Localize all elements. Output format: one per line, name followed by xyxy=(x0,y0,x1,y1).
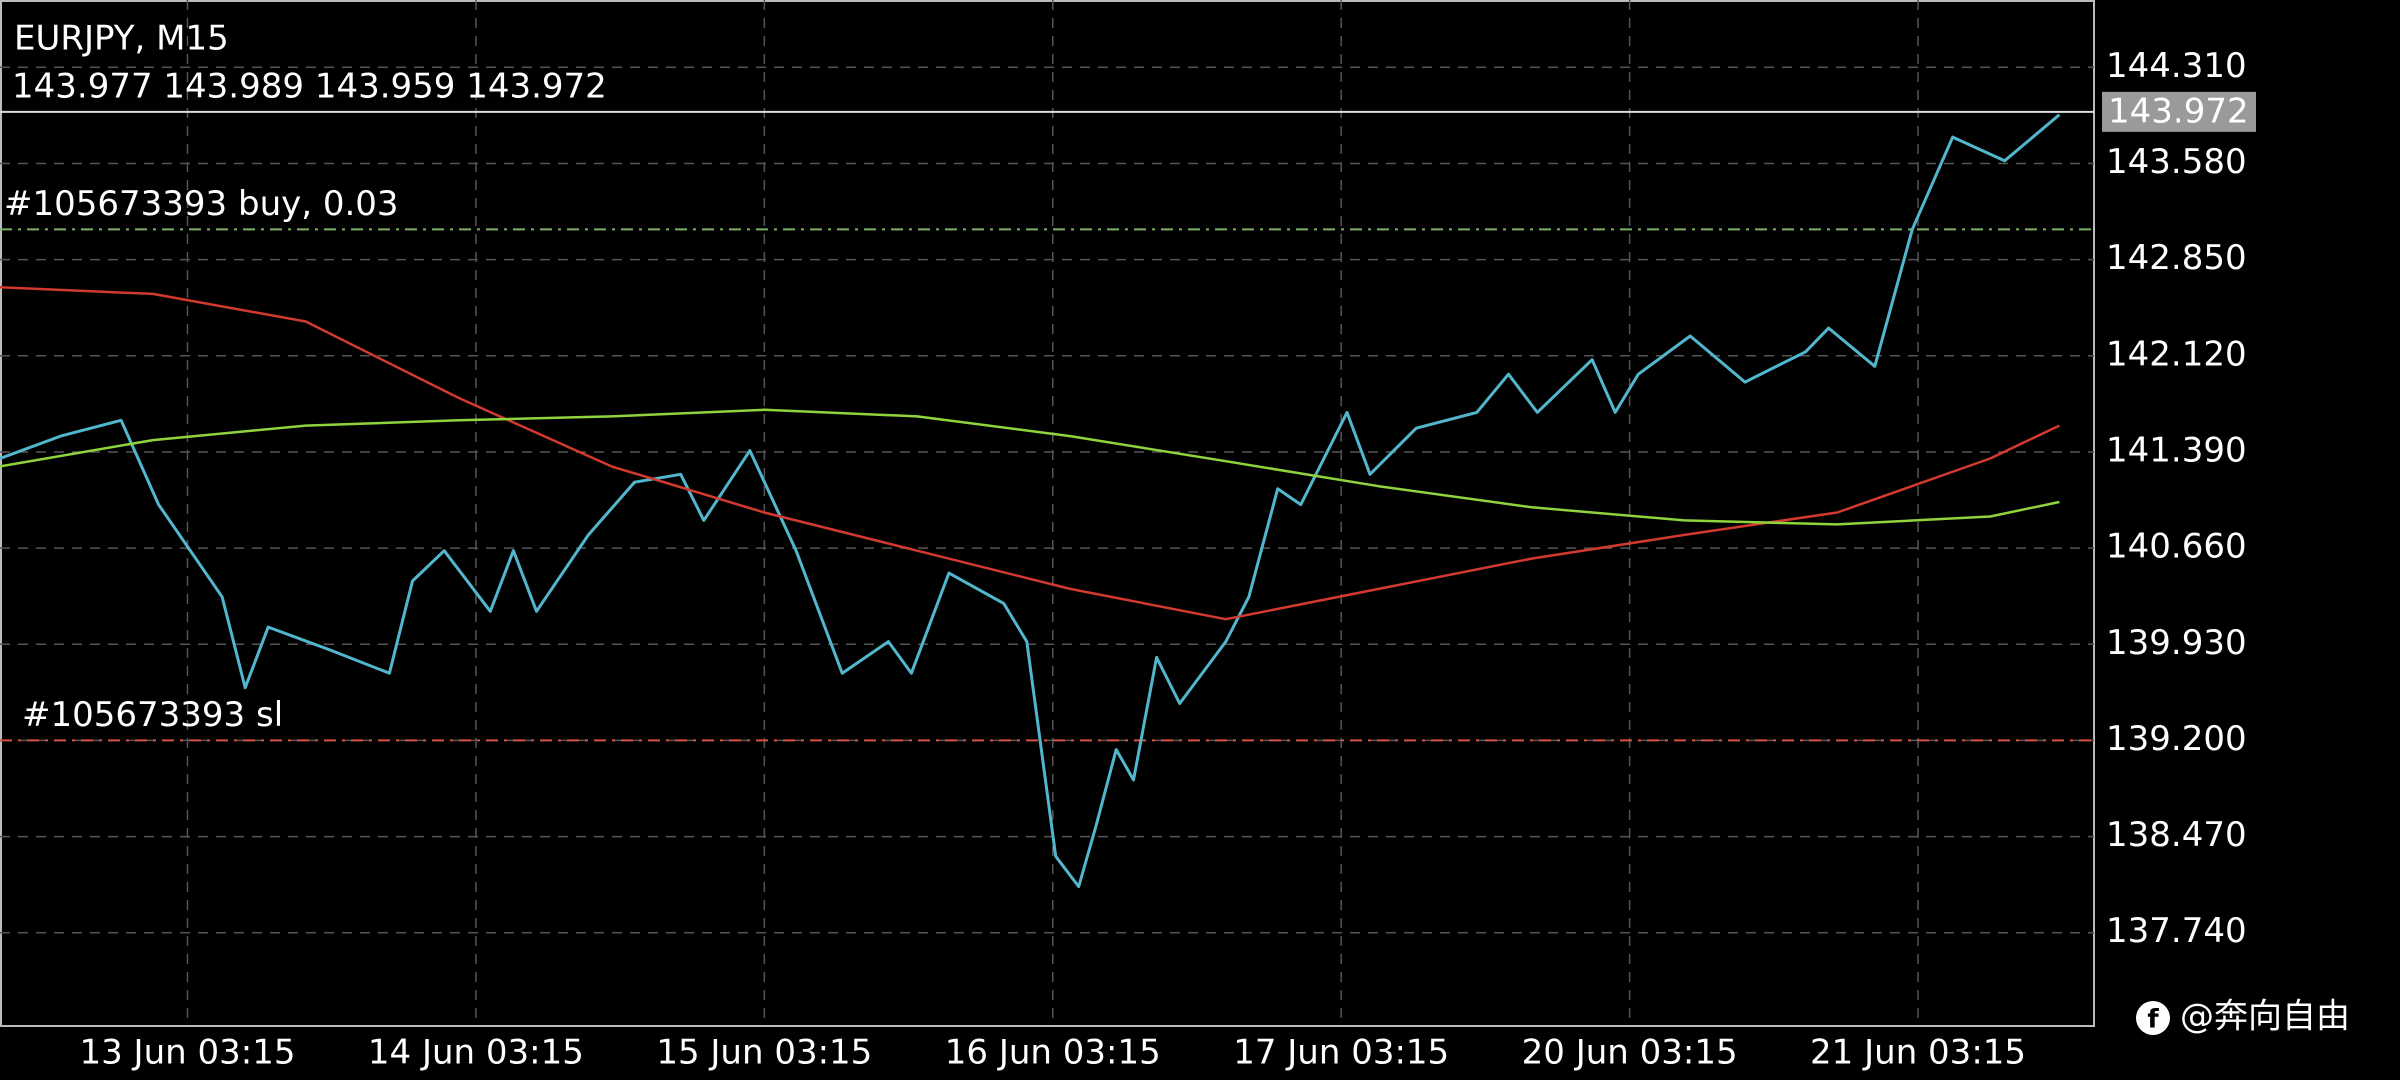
watermark: @奔向自由 xyxy=(2180,997,2350,1037)
y-tick-label: 140.660 xyxy=(2106,527,2247,567)
ohlc-values: 143.977 143.989 143.959 143.972 xyxy=(12,67,607,107)
x-tick-label: 14 Jun 03:15 xyxy=(368,1033,584,1073)
y-tick-label: 142.850 xyxy=(2106,238,2247,278)
x-tick-label: 21 Jun 03:15 xyxy=(1810,1033,2026,1073)
series-line xyxy=(0,408,2060,526)
last-price-box xyxy=(2102,91,2256,132)
chart-title: EURJPY, M15 xyxy=(14,19,229,59)
order-label: #105673393 sl xyxy=(22,695,283,735)
y-tick-label: 142.120 xyxy=(2106,334,2247,374)
y-tick-label: 139.200 xyxy=(2106,719,2247,759)
x-tick-label: 15 Jun 03:15 xyxy=(656,1033,872,1073)
plot-frame xyxy=(0,0,2095,1027)
y-tick-label: 141.390 xyxy=(2106,430,2247,470)
y-tick-label: 143.580 xyxy=(2106,142,2247,182)
x-tick-label: 20 Jun 03:15 xyxy=(1522,1033,1738,1073)
y-tick-label: 139.930 xyxy=(2106,623,2247,663)
series-line xyxy=(0,286,2060,621)
x-tick-label: 17 Jun 03:15 xyxy=(1233,1033,1449,1073)
order-label: #105673393 buy, 0.03 xyxy=(4,184,399,224)
watermark-icon: f xyxy=(2136,1001,2170,1035)
y-tick-label: 144.310 xyxy=(2106,46,2247,86)
last-price-label: 143.972 xyxy=(2108,91,2249,131)
svg-text:f: f xyxy=(2147,1005,2159,1035)
plot-layer xyxy=(0,0,2094,1026)
y-tick-label: 138.470 xyxy=(2106,815,2247,855)
y-tick-label: 137.740 xyxy=(2106,911,2247,951)
x-tick-label: 16 Jun 03:15 xyxy=(945,1033,1161,1073)
series-line xyxy=(0,113,2061,889)
x-tick-label: 13 Jun 03:15 xyxy=(79,1033,295,1073)
